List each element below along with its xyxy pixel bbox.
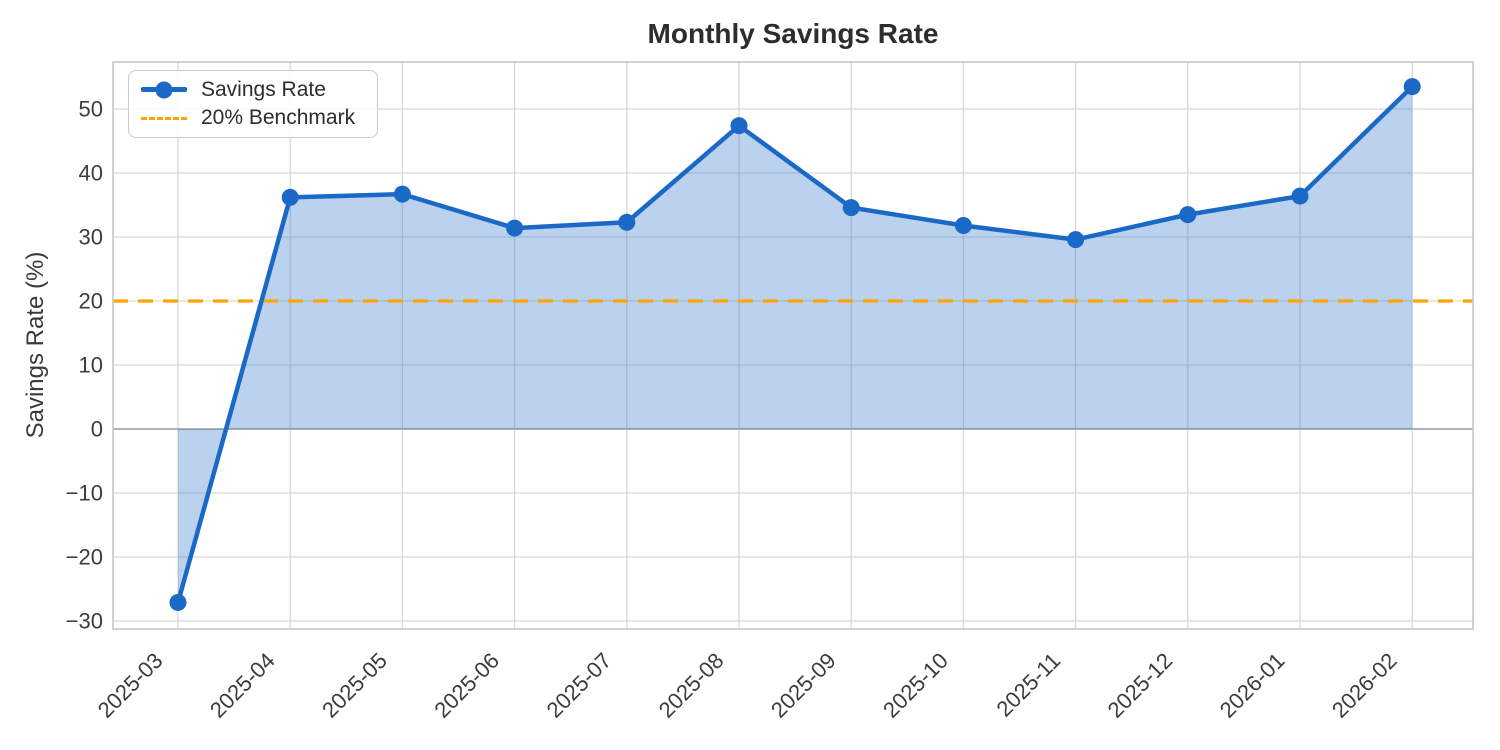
svg-text:10: 10 (79, 353, 103, 378)
legend-item-benchmark: 20% Benchmark (141, 106, 365, 130)
legend-line-swatch (141, 81, 187, 99)
svg-text:−30: −30 (66, 609, 103, 634)
legend-circle-marker-icon (155, 81, 173, 99)
svg-text:−10: −10 (66, 481, 103, 506)
svg-text:50: 50 (79, 97, 103, 122)
svg-text:2025-03: 2025-03 (93, 648, 168, 723)
svg-text:2025-12: 2025-12 (1103, 648, 1178, 723)
svg-text:2025-08: 2025-08 (654, 648, 729, 723)
legend-dashed-line-swatch (141, 116, 187, 120)
svg-text:2025-05: 2025-05 (317, 648, 392, 723)
svg-text:2026-01: 2026-01 (1215, 648, 1290, 723)
svg-text:2025-09: 2025-09 (766, 648, 841, 723)
svg-text:2026-02: 2026-02 (1327, 648, 1402, 723)
chart-title: Monthly Savings Rate (647, 18, 939, 49)
legend-label-savings-rate: Savings Rate (201, 77, 326, 101)
legend-item-savings-rate: Savings Rate (141, 78, 365, 102)
y-axis-label: Savings Rate (%) (22, 251, 49, 439)
svg-text:2025-07: 2025-07 (542, 648, 617, 723)
legend: Savings Rate 20% Benchmark (128, 70, 378, 138)
legend-label-benchmark: 20% Benchmark (201, 106, 356, 130)
svg-text:2025-11: 2025-11 (992, 648, 1066, 722)
svg-text:20: 20 (79, 289, 103, 314)
svg-text:0: 0 (91, 417, 103, 442)
svg-text:2025-10: 2025-10 (878, 648, 953, 723)
svg-text:40: 40 (79, 161, 103, 186)
svg-text:2025-06: 2025-06 (429, 648, 504, 723)
svg-text:30: 30 (79, 225, 103, 250)
svg-text:−20: −20 (66, 545, 103, 570)
svg-text:2025-04: 2025-04 (205, 648, 280, 723)
